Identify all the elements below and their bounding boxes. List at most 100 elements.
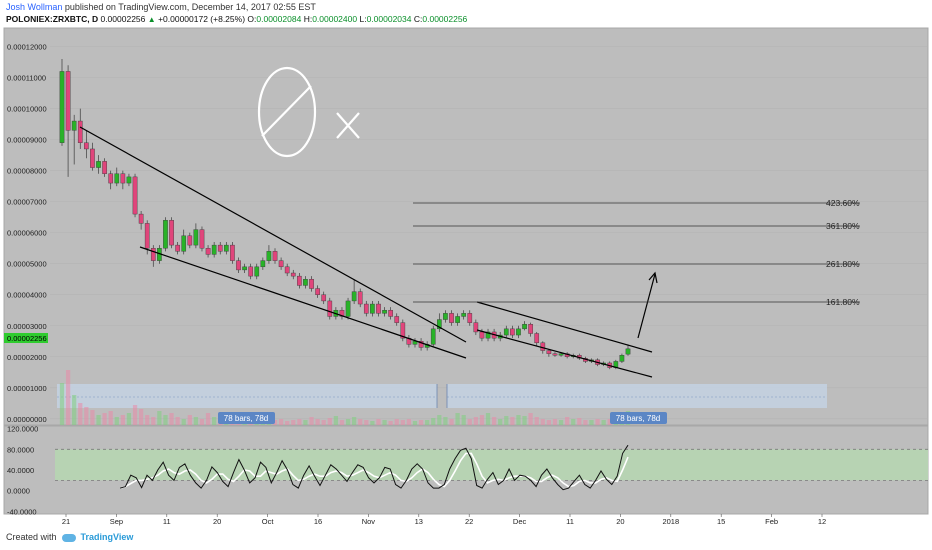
candle-body [534, 333, 540, 344]
price-tick-label: 0.00006000 [7, 229, 47, 238]
time-tick-label: 22 [465, 517, 473, 526]
candle-body [443, 313, 448, 320]
range-badge-right-bg [610, 412, 667, 424]
created-with-text: Created with [6, 532, 57, 542]
volume-bar [504, 416, 509, 425]
volume-bar [583, 420, 588, 425]
breakout-arrow-line [637, 273, 656, 339]
volume-bar [132, 405, 138, 425]
volume-bar [479, 415, 485, 425]
volume-bar [382, 420, 387, 425]
high-label: H: [303, 14, 313, 24]
time-tick-label: 2018 [662, 517, 679, 526]
volume-bar [163, 415, 168, 425]
volume-bar [278, 419, 284, 425]
volume-bar [151, 417, 156, 425]
breakout-arrow-head [648, 271, 658, 284]
volume-bar [546, 420, 552, 425]
time-axis: 21 Sep 11 20 Oct 16 Nov 13 22 Dec 11 20 2018 15 Feb 12 [62, 514, 826, 526]
volume-bar [601, 420, 606, 425]
candle-body [120, 173, 126, 184]
chart-canvas[interactable]: 0.00012000 0.00011000 0.00010000 0.00009000… [0, 0, 932, 530]
time-tick-label: 20 [213, 517, 221, 526]
price-tick-label: 0.00012000 [7, 43, 47, 52]
volume-bar [351, 417, 357, 425]
volume-bar [558, 420, 564, 425]
volume-bar [175, 417, 180, 425]
candle-body [260, 260, 266, 268]
candle-body [558, 353, 564, 356]
volume-bar [528, 413, 533, 425]
candle-body [461, 313, 467, 317]
open-value: 0.00002084 [256, 14, 302, 24]
candle-body [217, 244, 223, 252]
candle-body [230, 244, 235, 261]
volume-bar [358, 419, 363, 425]
time-tick-label: 13 [415, 517, 423, 526]
candle-body [84, 142, 89, 150]
candle-body [254, 266, 260, 277]
stochastic-tick-label: 0.0000 [7, 487, 30, 496]
candle-body [211, 244, 217, 255]
volume-bar [394, 419, 399, 425]
candle-body [619, 355, 625, 362]
fib-label-361: 361.80% [826, 221, 860, 231]
candle-body [199, 229, 205, 249]
candle-body [175, 244, 180, 252]
candle-body [327, 300, 333, 317]
current-price-label: 0.00002256 [7, 334, 47, 343]
time-tick-label: Oct [262, 517, 275, 526]
volume-bar [577, 418, 582, 425]
volume-bar [449, 419, 454, 425]
candle-body [394, 316, 400, 323]
volume-bar [431, 418, 436, 425]
wedge-upper-line [79, 126, 467, 343]
volume-bar [59, 383, 65, 425]
fib-label-161: 161.80% [826, 297, 860, 307]
tradingview-brand[interactable]: TradingView [80, 532, 134, 542]
price-pane[interactable] [3, 27, 929, 426]
candle-body [345, 300, 351, 317]
volume-bar [565, 417, 570, 425]
candle-body [418, 341, 424, 348]
candle-body [126, 176, 132, 184]
price-tick-label: 0.00003000 [7, 322, 47, 331]
high-value: 0.00002400 [312, 14, 358, 24]
range-badge-right: 78 bars, 78d [616, 414, 660, 423]
trendlines[interactable] [79, 126, 658, 378]
volume-bar [126, 413, 132, 425]
candle-body [77, 120, 83, 143]
publisher-line: Josh Wollman published on TradingView.co… [6, 2, 316, 12]
candle-body [242, 266, 247, 271]
candle-body [485, 331, 491, 339]
range-box-left[interactable] [57, 384, 437, 408]
price-tick-label: 0.00007000 [7, 198, 47, 207]
fib-label-261: 261.80% [826, 259, 860, 269]
candle-body [181, 235, 187, 252]
symbol-label: POLONIEX:ZRXBTC, D [6, 14, 99, 24]
x-mark-icon [336, 112, 360, 139]
price-tick-label: 0.00010000 [7, 105, 47, 114]
candles [59, 59, 631, 370]
price-tick-label: 0.00000000 [7, 415, 47, 424]
candle-body [132, 176, 138, 215]
volume-bar [522, 416, 527, 425]
close-label: C: [413, 14, 423, 24]
volume-bar [120, 415, 125, 425]
fib-lines[interactable] [413, 202, 860, 303]
stochastic-tick-label: 80.0000 [7, 445, 34, 454]
current-price-badge [4, 333, 48, 343]
volume-bar [327, 418, 332, 425]
author-link[interactable]: Josh Wollman [6, 2, 63, 12]
range-box-right[interactable] [447, 384, 827, 408]
volume-bar [309, 417, 314, 425]
volume-bar [96, 415, 101, 425]
volume-bar [84, 407, 89, 425]
candle-body [479, 331, 485, 339]
volume-bar [461, 415, 466, 425]
range-badge-left-bg [218, 412, 275, 424]
price-axis: 0.00012000 0.00011000 0.00010000 0.00009000… [7, 43, 47, 424]
wedge-lower-line [139, 246, 467, 359]
stochastic-k-line [119, 444, 629, 491]
volume-bar [510, 417, 515, 425]
